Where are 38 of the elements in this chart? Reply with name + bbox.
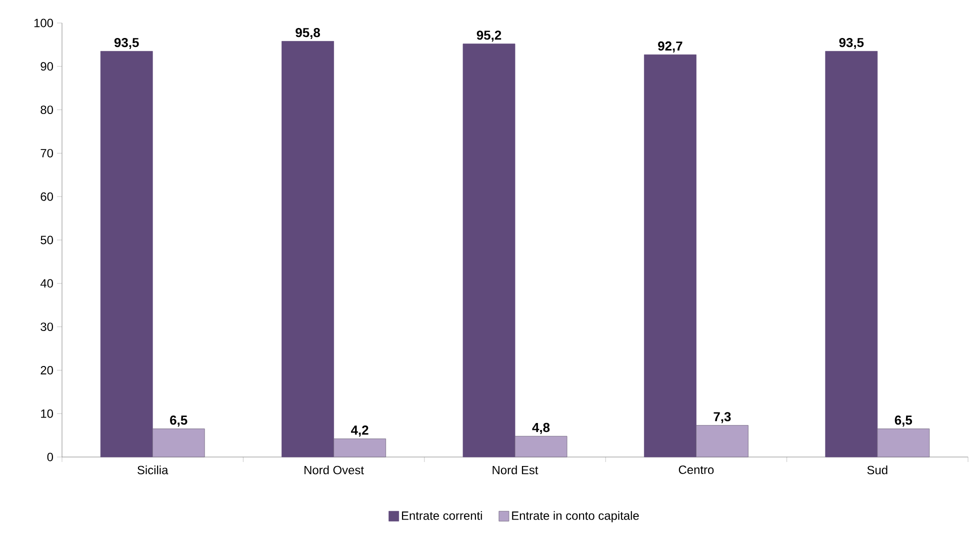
y-tick-label: 80	[40, 106, 54, 114]
x-tick-label: Centro	[678, 466, 714, 474]
data-label: 6,5	[170, 416, 188, 427]
bar	[282, 41, 334, 458]
y-tick-label: 10	[41, 409, 54, 418]
data-label: 4,2	[351, 426, 368, 437]
data-label: 7,3	[714, 412, 731, 424]
bar	[100, 51, 153, 458]
y-tick-label: 70	[40, 148, 54, 158]
data-label: 6,5	[894, 416, 912, 427]
legend-label: Entrate correnti	[402, 511, 482, 520]
legend-label: Entrate in conto capitale	[512, 511, 639, 522]
data-label: 93,5	[114, 38, 139, 49]
data-label: 4,8	[532, 422, 550, 434]
x-tick-label: Nord Ovest	[304, 466, 364, 474]
y-tick-label: 0	[47, 452, 54, 462]
y-tick-label: 100	[34, 18, 54, 28]
bar	[334, 438, 386, 458]
bar	[825, 51, 878, 458]
x-tick-label: Sud	[867, 466, 888, 474]
bar	[462, 44, 516, 458]
bar	[696, 425, 748, 458]
bar	[644, 54, 696, 458]
data-label: 92,7	[658, 41, 682, 52]
bar	[152, 428, 205, 458]
y-tick-label: 40	[40, 279, 54, 288]
data-label: 95,2	[476, 30, 502, 42]
y-tick-label: 60	[40, 192, 54, 201]
y-tick-label: 90	[40, 62, 54, 71]
y-tick-label: 20	[40, 366, 54, 374]
y-tick-label: 30	[40, 322, 54, 332]
data-label: 93,5	[839, 38, 864, 49]
bar	[514, 436, 568, 458]
y-tick-label: 50	[40, 236, 54, 244]
bar	[877, 428, 930, 458]
x-tick-label: Sicilia	[138, 466, 168, 474]
data-label: 95,8	[296, 28, 320, 40]
x-tick-label: Nord Est	[492, 466, 538, 474]
